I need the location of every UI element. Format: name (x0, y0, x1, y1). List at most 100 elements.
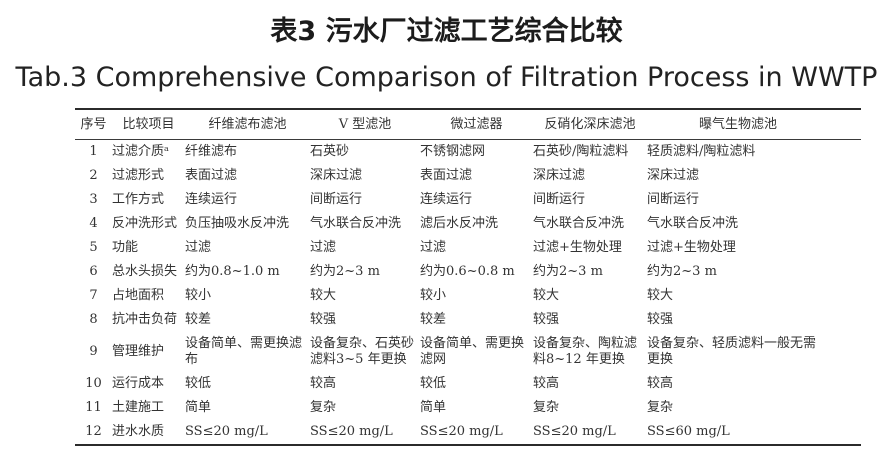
table-cell: 9 (89, 344, 98, 359)
table-cell: 较高 (533, 376, 560, 391)
column-header-no: 序号 (80, 117, 107, 132)
table-cell: 10 (85, 376, 102, 391)
table-cell: 连续运行 (420, 192, 473, 207)
table-cell: 简单 (185, 400, 212, 415)
table-cell: 复杂 (533, 400, 560, 415)
table-header-row: 序号 比较项目 纤维滤布滤池 V 型滤池 微过滤器 反硝化深床滤池 曝气生物滤池 (75, 109, 861, 140)
table-body: 1 过滤介质ᵃ 纤维滤布 石英砂 不锈钢滤网 石英砂/陶粒滤料 轻质滤料/陶粒滤料 2 过滤形式… (75, 140, 861, 446)
table-cell: 深床过滤 (647, 168, 700, 183)
table-cell: 过滤介质ᵃ (112, 144, 170, 159)
table-cell: 较小 (185, 288, 212, 303)
table-cell: 滤后水反冲洗 (420, 216, 499, 231)
table-cell: 气水联合反冲洗 (310, 216, 402, 231)
table-row: 2 过滤形式 表面过滤 深床过滤 表面过滤 深床过滤 深床过滤 (75, 164, 861, 188)
table-cell: 过滤 (185, 240, 212, 255)
table-cell: SS≤20 mg/L (185, 424, 268, 439)
table-row: 8 抗冲击负荷 较差 较强 较差 较强 较强 (75, 308, 861, 332)
table-cell: 纤维滤布 (185, 144, 238, 159)
table-cell: 较低 (420, 376, 447, 391)
table-cell: SS≤60 mg/L (647, 424, 730, 439)
table-cell: 设备复杂、轻质滤料一般无需更换 (647, 336, 817, 367)
table-cell: 土建施工 (112, 400, 165, 415)
table-row: 12 进水水质 SS≤20 mg/L SS≤20 mg/L SS≤20 mg/L SS≤2… (75, 420, 861, 445)
table-cell: 2 (89, 168, 98, 183)
column-header-comparison-item: 比较项目 (122, 117, 175, 132)
table-cell: 较差 (185, 312, 212, 327)
table-cell: 较强 (647, 312, 674, 327)
table-cell: 轻质滤料/陶粒滤料 (647, 144, 756, 159)
table-cell: 较高 (310, 376, 337, 391)
table-cell: 间断运行 (647, 192, 700, 207)
table-title-chinese: 表3 污水厂过滤工艺综合比较 (270, 16, 623, 47)
table-cell: 管理维护 (112, 344, 165, 359)
table-row: 5 功能 过滤 过滤 过滤 过滤+生物处理 过滤+生物处理 (75, 236, 861, 260)
table-cell: 较大 (533, 288, 560, 303)
table-cell: SS≤20 mg/L (310, 424, 393, 439)
table-cell: 过滤形式 (112, 168, 165, 183)
table-cell: 过滤 (310, 240, 337, 255)
table-cell: 深床过滤 (310, 168, 363, 183)
table-cell: 6 (89, 264, 98, 279)
table-cell: 过滤+生物处理 (533, 240, 622, 255)
table-cell: 较大 (647, 288, 674, 303)
table-cell: 5 (89, 240, 98, 255)
table-cell: 气水联合反冲洗 (533, 216, 625, 231)
table-cell: 深床过滤 (533, 168, 586, 183)
column-header-fiber-cloth-filter: 纤维滤布滤池 (208, 117, 287, 132)
table-cell: 较强 (310, 312, 337, 327)
table-cell: 8 (89, 312, 98, 327)
comparison-table: 序号 比较项目 纤维滤布滤池 V 型滤池 微过滤器 反硝化深床滤池 曝气生物滤池… (75, 108, 861, 446)
table-cell: 石英砂 (310, 144, 350, 159)
table-cell: 功能 (112, 240, 139, 255)
table-cell: 过滤 (420, 240, 447, 255)
table-cell: 较低 (185, 376, 212, 391)
table-cell: 设备简单、需更换滤布 (185, 336, 303, 367)
table-cell: SS≤20 mg/L (420, 424, 503, 439)
table-row: 11 土建施工 简单 复杂 简单 复杂 复杂 (75, 396, 861, 420)
table-row: 1 过滤介质ᵃ 纤维滤布 石英砂 不锈钢滤网 石英砂/陶粒滤料 轻质滤料/陶粒滤料 (75, 140, 861, 165)
table-cell: 12 (85, 424, 102, 439)
table-cell: 较强 (533, 312, 560, 327)
table-cell: 设备简单、需更换滤网 (420, 336, 525, 367)
table-cell: 约为0.6~0.8 m (420, 264, 515, 279)
table-row: 10 运行成本 较低 较高 较低 较高 较高 (75, 372, 861, 396)
column-header-v-type-filter: V 型滤池 (338, 117, 392, 132)
table-cell: 4 (89, 216, 98, 231)
table-cell: 设备复杂、石英砂滤料3~5 年更换 (310, 336, 415, 367)
table-cell: 进水水质 (112, 424, 165, 439)
table-cell: 间断运行 (310, 192, 363, 207)
table-cell: 负压抽吸水反冲洗 (185, 216, 290, 231)
table-cell: 占地面积 (112, 288, 165, 303)
table-cell: 抗冲击负荷 (112, 312, 178, 327)
table-cell: 反冲洗形式 (112, 216, 178, 231)
table-cell: 3 (89, 192, 98, 207)
table-cell: 约为2~3 m (310, 264, 380, 279)
table-title-english: Tab.3 Comprehensive Comparison of Filtra… (15, 62, 878, 93)
column-header-biological-aerated-filter: 曝气生物滤池 (698, 117, 777, 132)
table-cell: 间断运行 (533, 192, 586, 207)
table-cell: 1 (89, 144, 98, 159)
table-cell: 石英砂/陶粒滤料 (533, 144, 629, 159)
table-cell: 设备复杂、陶粒滤料8~12 年更换 (533, 336, 638, 367)
table-cell: 总水头损失 (112, 264, 178, 279)
table-row: 6 总水头损失 约为0.8~1.0 m 约为2~3 m 约为0.6~0.8 m 约为2~3… (75, 260, 861, 284)
column-header-micro-filter: 微过滤器 (450, 117, 503, 132)
table-cell: 不锈钢滤网 (420, 144, 486, 159)
table-cell: 运行成本 (112, 376, 165, 391)
table-cell: 约为2~3 m (533, 264, 603, 279)
table-cell: 11 (85, 400, 102, 415)
table-cell: 工作方式 (112, 192, 165, 207)
table-cell: 7 (89, 288, 98, 303)
table-row: 3 工作方式 连续运行 间断运行 连续运行 间断运行 间断运行 (75, 188, 861, 212)
table-row: 7 占地面积 较小 较大 较小 较大 较大 (75, 284, 861, 308)
table-cell: 过滤+生物处理 (647, 240, 736, 255)
table-cell: 气水联合反冲洗 (647, 216, 739, 231)
table-cell: 复杂 (647, 400, 674, 415)
table-cell: 约为2~3 m (647, 264, 717, 279)
table-cell: SS≤20 mg/L (533, 424, 616, 439)
table-cell: 表面过滤 (420, 168, 473, 183)
table-cell: 较高 (647, 376, 674, 391)
table-cell: 较小 (420, 288, 447, 303)
table-row: 9 管理维护 设备简单、需更换滤布 设备复杂、石英砂滤料3~5 年更换 设备简单、需更换… (75, 332, 861, 372)
